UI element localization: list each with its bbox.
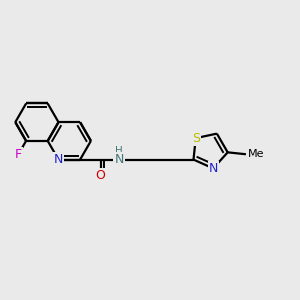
Text: S: S	[192, 132, 200, 145]
Text: N: N	[54, 153, 63, 166]
Text: Me: Me	[248, 149, 264, 159]
Text: F: F	[15, 148, 22, 161]
Text: H: H	[115, 146, 123, 156]
Text: N: N	[114, 153, 124, 166]
Text: O: O	[96, 169, 106, 182]
Text: N: N	[208, 162, 218, 175]
